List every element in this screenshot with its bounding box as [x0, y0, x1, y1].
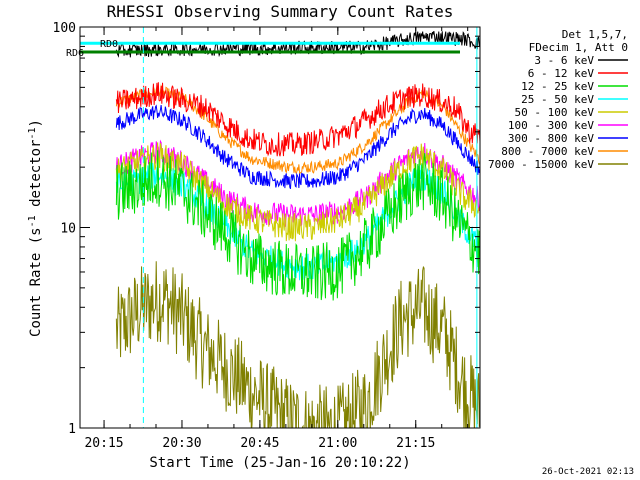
series-line-12-25-kev: [115, 150, 480, 301]
x-tick-label-21-15: 21:15: [396, 436, 435, 451]
y-tick-label-1: 1: [68, 422, 76, 437]
legend-label-300-800-kev: 300 - 800 keV: [508, 132, 594, 145]
series-line-300-800-kev: [115, 104, 480, 189]
series-line-50-100-kev: [115, 142, 480, 242]
x-tick-label-20-30: 20:30: [162, 436, 201, 451]
legend-header-line-1: Det 1,5,7,: [562, 28, 628, 41]
y-axis-label: Count Rate (s-1 detector-1): [27, 119, 44, 337]
x-tick-label-20-45: 20:45: [240, 436, 279, 451]
y-tick-label-10: 10: [60, 222, 76, 237]
x-axis-label: Start Time (25-Jan-16 20:10:22): [149, 455, 410, 471]
plot-area: [80, 27, 480, 428]
marker-rd0-label: RD0: [100, 39, 118, 50]
footer-timestamp: 26-Oct-2021 02:13: [542, 467, 634, 477]
x-tick-label-20-15: 20:15: [84, 436, 123, 451]
series-line-6-12-kev: [115, 82, 480, 157]
y-tick-label-100: 100: [53, 21, 76, 36]
legend-label-50-100-kev: 50 - 100 keV: [515, 106, 595, 119]
axis-layer: 20:15 20:30 20:45 21:00 21:15 1 10 100: [53, 21, 480, 451]
series-layer: [115, 31, 480, 428]
legend-label-3-6-kev: 3 - 6 keV: [534, 54, 594, 67]
series-line-7000-15000-kev: [115, 261, 480, 428]
marker-rd6-label: RD6: [66, 48, 84, 59]
legend-header-line-2: FDecim 1, Att 0: [529, 41, 628, 54]
legend-label-25-50-kev: 25 - 50 keV: [521, 93, 594, 106]
chart-title: RHESSI Observing Summary Count Rates: [107, 2, 454, 21]
x-tick-label-21-00: 21:00: [318, 436, 357, 451]
legend-label-800-7000-kev: 800 - 7000 keV: [501, 145, 594, 158]
legend-label-12-25-kev: 12 - 25 keV: [521, 80, 594, 93]
marker-labels: RD0 RD6: [66, 39, 118, 59]
legend-label-100-300-kev: 100 - 300 keV: [508, 119, 594, 132]
legend-label-6-12-kev: 6 - 12 keV: [528, 67, 595, 80]
legend-label-7000-15000-kev: 7000 - 15000 keV: [488, 158, 594, 171]
